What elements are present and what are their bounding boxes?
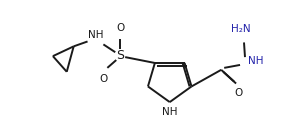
Text: NH: NH	[248, 56, 263, 66]
Text: NH: NH	[88, 30, 103, 40]
Text: O: O	[116, 23, 124, 33]
Text: S: S	[116, 49, 124, 62]
Text: NH: NH	[162, 107, 178, 117]
Text: O: O	[234, 88, 242, 98]
Text: H₂N: H₂N	[231, 24, 251, 34]
Text: O: O	[99, 74, 107, 84]
